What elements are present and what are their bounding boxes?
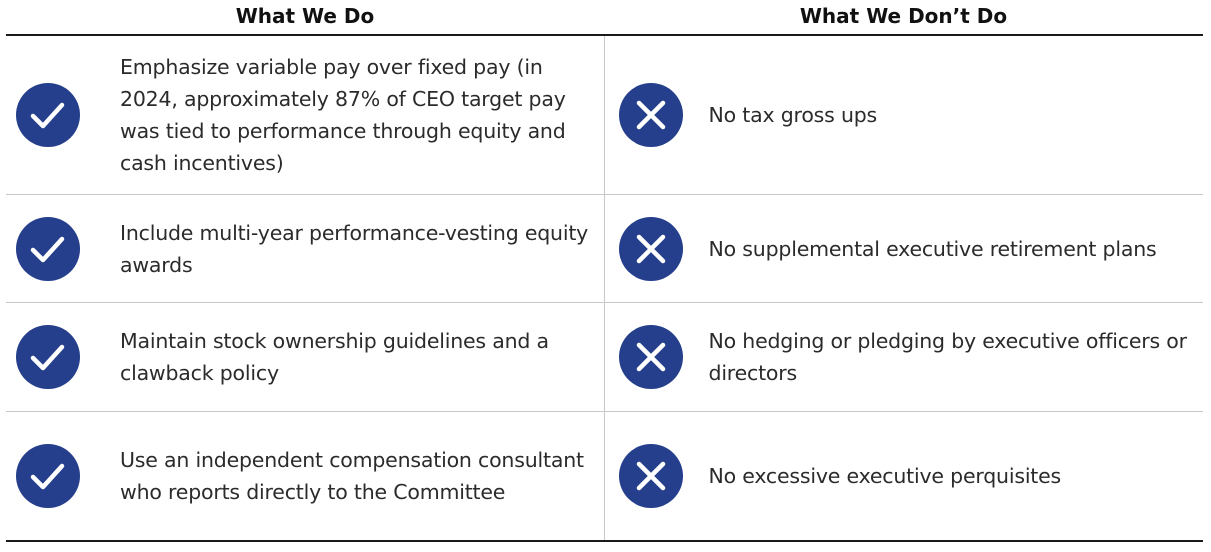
do-cell: Use an independent compensation consulta… [6,412,605,540]
checkmark-circle-icon [16,83,80,147]
do-cell: Include multi-year performance-vesting e… [6,195,605,302]
do-text: Use an independent compensation consulta… [120,448,584,504]
dont-text: No tax gross ups [708,103,878,127]
do-text: Maintain stock ownership guidelines and … [120,329,549,385]
dont-cell: No tax gross ups [605,36,1204,194]
do-cell: Maintain stock ownership guidelines and … [6,303,605,411]
dont-cell: No excessive executive perquisites [605,412,1204,540]
do-text: Include multi-year performance-vesting e… [120,220,589,277]
table-row: Maintain stock ownership guidelines and … [6,303,1203,412]
dont-text: No supplemental executive retirement pla… [708,236,1157,261]
x-circle-icon [618,83,683,147]
checkmark-circle-icon [16,444,80,508]
what-we-do-heading: What We Do [235,4,375,28]
x-circle-icon [618,325,683,389]
what-we-dont-do-heading: What We Don’t Do [799,4,1008,28]
table-row: Include multi-year performance-vesting e… [6,195,1203,303]
do-cell: Emphasize variable pay over fixed pay (i… [6,36,605,194]
dont-text: No excessive executive perquisites [708,464,1062,488]
table-header: What We Do What We Don’t Do [6,0,1203,36]
checkmark-circle-icon [16,325,80,389]
x-circle-icon [618,216,683,281]
x-circle-icon [618,444,683,508]
checkmark-circle-icon [16,216,80,281]
dont-cell: No supplemental executive retirement pla… [605,195,1204,302]
do-text: Emphasize variable pay over fixed pay (i… [120,55,566,175]
dont-text: No hedging or pledging by executive offi… [708,329,1188,385]
table-row: Use an independent compensation consulta… [6,412,1203,542]
table-row: Emphasize variable pay over fixed pay (i… [6,36,1203,195]
comparison-table: What We Do What We Don’t Do Emphasize va… [6,0,1203,542]
dont-cell: No hedging or pledging by executive offi… [605,303,1204,411]
